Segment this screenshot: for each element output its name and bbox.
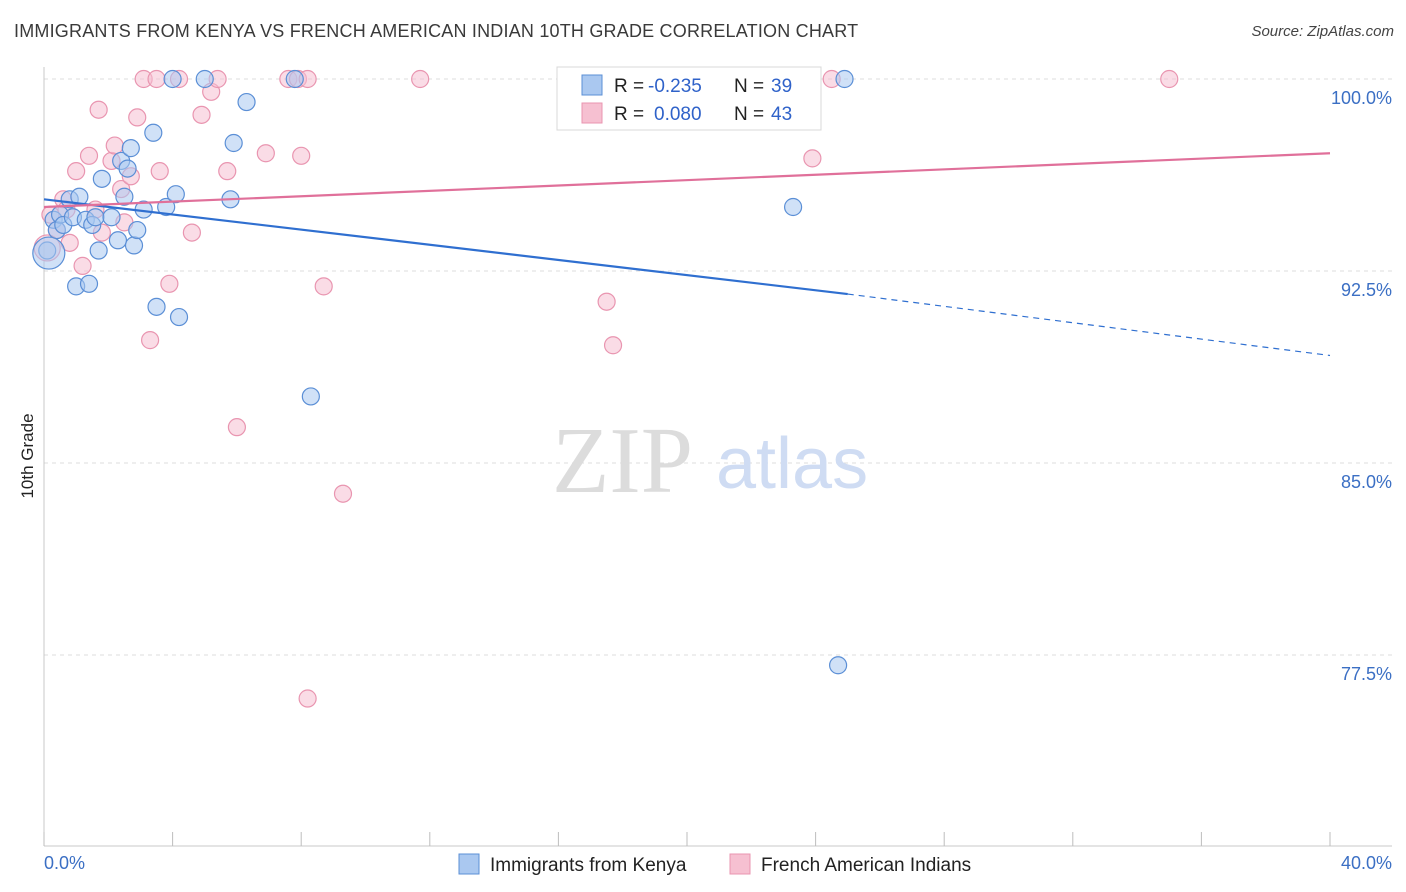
y-axis-title: 10th Grade bbox=[18, 413, 37, 498]
source-label: Source: ZipAtlas.com bbox=[1251, 23, 1394, 40]
legend-n-label-pink: N = bbox=[734, 104, 764, 125]
y-tick-label: 85.0% bbox=[1341, 472, 1392, 492]
blue-cluster-point bbox=[32, 236, 66, 270]
blue-data-point bbox=[829, 656, 848, 675]
blue-data-point bbox=[224, 133, 243, 153]
pink-data-point bbox=[147, 69, 166, 89]
bottom-legend-label-blue: Immigrants from Kenya bbox=[490, 855, 687, 876]
x-tick-label-max: 40.0% bbox=[1341, 853, 1392, 873]
legend-n-value-blue: 39 bbox=[771, 76, 792, 97]
blue-data-point bbox=[166, 185, 185, 204]
blue-trend-extension bbox=[847, 293, 1331, 357]
blue-data-point bbox=[121, 139, 140, 158]
axes bbox=[43, 67, 1392, 847]
blue-data-point bbox=[124, 236, 144, 255]
pink-data-point bbox=[256, 144, 275, 163]
legend-swatch-pink bbox=[581, 102, 603, 124]
pink-data-point bbox=[292, 146, 311, 165]
pink-data-point bbox=[411, 69, 430, 89]
legend-r-label-pink: R = bbox=[614, 104, 644, 125]
legend-r-value-pink: 0.080 bbox=[654, 104, 702, 125]
blue-data-point bbox=[115, 187, 134, 206]
blue-data-point bbox=[163, 69, 182, 89]
pink-data-point bbox=[1160, 69, 1179, 89]
pink-data-point bbox=[298, 689, 317, 708]
pink-data-point bbox=[227, 418, 246, 437]
blue-trend-line bbox=[43, 198, 848, 296]
grid-lines bbox=[44, 78, 1392, 656]
blue-data-point bbox=[195, 69, 214, 89]
pink-data-point bbox=[182, 223, 201, 242]
series-immigrants-from-kenya bbox=[32, 69, 854, 675]
blue-data-point bbox=[86, 208, 105, 227]
correlation-legend: R = -0.235 N = 39 R = 0.080 N = 43 bbox=[556, 66, 822, 131]
pink-data-point bbox=[603, 336, 623, 355]
y-tick-label: 77.5% bbox=[1341, 664, 1392, 684]
legend-n-value-pink: 43 bbox=[771, 104, 792, 125]
blue-data-point bbox=[92, 169, 111, 188]
blue-data-point bbox=[89, 241, 108, 260]
pink-data-point bbox=[192, 105, 211, 124]
blue-data-point bbox=[128, 220, 147, 240]
pink-data-point bbox=[128, 108, 147, 127]
pink-data-point bbox=[803, 149, 822, 168]
pink-data-point bbox=[314, 277, 333, 296]
blue-data-point bbox=[118, 159, 137, 178]
y-tick-label: 92.5% bbox=[1341, 280, 1392, 300]
pink-data-point bbox=[89, 100, 108, 119]
legend-swatch-blue bbox=[581, 74, 603, 96]
watermark-zip: ZIP bbox=[552, 409, 693, 513]
blue-data-point bbox=[108, 231, 128, 250]
pink-trend-line bbox=[43, 152, 1331, 209]
blue-data-point bbox=[783, 197, 803, 217]
pink-data-point bbox=[218, 162, 237, 181]
blue-data-point bbox=[79, 274, 99, 293]
trend-lines bbox=[43, 152, 1331, 357]
blue-data-point bbox=[237, 92, 256, 112]
series-legend: Immigrants from Kenya French American In… bbox=[458, 853, 971, 876]
legend-n-label-blue: N = bbox=[734, 76, 764, 97]
blue-data-point bbox=[285, 69, 304, 89]
blue-data-point bbox=[835, 69, 854, 89]
pink-data-point bbox=[333, 484, 353, 503]
blue-data-point bbox=[102, 208, 121, 227]
chart-title: IMMIGRANTS FROM KENYA VS FRENCH AMERICAN… bbox=[14, 21, 859, 41]
bottom-legend-label-pink: French American Indians bbox=[761, 855, 971, 876]
watermark-atlas: atlas bbox=[716, 424, 868, 504]
pink-data-point bbox=[79, 146, 99, 165]
pink-data-point bbox=[160, 274, 179, 293]
x-ticks bbox=[43, 832, 1331, 846]
pink-data-point bbox=[67, 162, 86, 181]
blue-data-point bbox=[144, 123, 163, 142]
bottom-legend-swatch-pink bbox=[729, 853, 751, 875]
pink-data-point bbox=[105, 136, 124, 155]
y-tick-labels: 100.0% 92.5% 85.0% 77.5% bbox=[1331, 88, 1392, 684]
pink-data-point bbox=[150, 162, 169, 181]
x-tick-label-min: 0.0% bbox=[44, 853, 85, 873]
legend-r-value-blue: -0.235 bbox=[648, 76, 702, 97]
y-tick-label: 100.0% bbox=[1331, 88, 1392, 108]
pink-data-point bbox=[597, 292, 616, 311]
pink-data-point bbox=[140, 331, 160, 350]
blue-data-point bbox=[147, 297, 166, 316]
pink-data-point bbox=[73, 256, 92, 275]
blue-data-point bbox=[301, 387, 320, 406]
bottom-legend-swatch-blue bbox=[458, 853, 480, 875]
blue-data-point bbox=[169, 307, 189, 327]
legend-r-label-blue: R = bbox=[614, 76, 644, 97]
